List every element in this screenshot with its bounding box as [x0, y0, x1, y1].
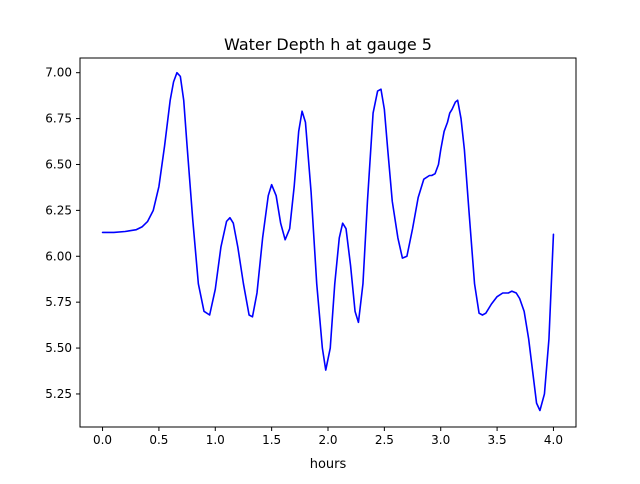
y-tick-label: 7.00	[45, 66, 72, 80]
y-tick-label: 5.50	[45, 341, 72, 355]
axes: 0.0 0.5 1.0 1.5 2.0 2.5 3.0 3.5 4.0 5.25 5.50 5.75 6…	[45, 57, 577, 447]
x-tick-label: 1.5	[262, 433, 281, 447]
x-tick-label: 3.0	[431, 433, 450, 447]
y-tick-label: 5.75	[45, 295, 72, 309]
chart-title: Water Depth h at gauge 5	[224, 35, 432, 54]
series-line-0	[101, 71, 555, 412]
x-tick-label: 4.0	[544, 433, 563, 447]
x-tick-label: 0.0	[93, 433, 112, 447]
x-tick-label: 2.5	[375, 433, 394, 447]
x-tick-label: 0.5	[149, 433, 168, 447]
y-tick-label: 6.25	[45, 203, 72, 217]
y-tick-label: 5.25	[45, 387, 72, 401]
x-axis-label: hours	[310, 457, 347, 472]
x-tick-label: 1.0	[206, 433, 225, 447]
x-tick-label: 2.0	[318, 433, 337, 447]
plot-area	[101, 71, 555, 412]
y-tick-label: 6.50	[45, 157, 72, 171]
y-tick-label: 6.00	[45, 249, 72, 263]
x-tick-label: 3.5	[488, 433, 507, 447]
y-tick-label: 6.75	[45, 112, 72, 126]
